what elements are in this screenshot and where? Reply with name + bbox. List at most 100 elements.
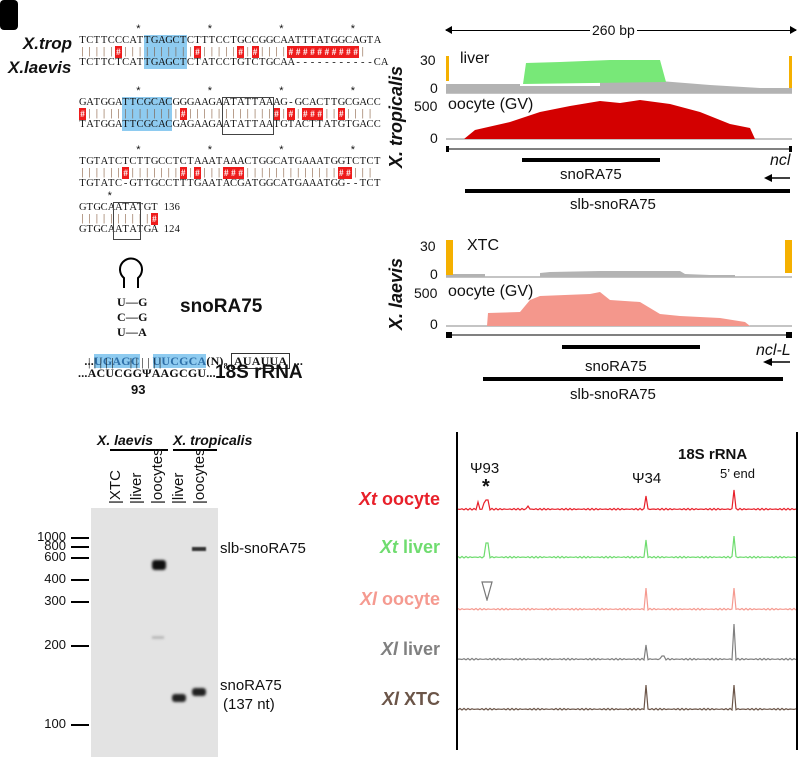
guide-left: UGAGC [94, 354, 140, 368]
alignment-star: * [207, 144, 212, 156]
alignment-match-row: | | | | | | # | | | | | | | # | # | | | # # # | | | | | | | | | | | | | # # | |… [81, 167, 372, 179]
marker-label: 400 [44, 571, 66, 586]
open-triangle-marker [481, 581, 493, 601]
pe-trace [458, 684, 796, 712]
marker-tick [71, 724, 89, 726]
track-ymin: 0 [430, 266, 438, 282]
track-ymax: 500 [414, 285, 438, 301]
gel-group-laevis: X. laevis [97, 432, 154, 448]
species-laevis: X. laevis [386, 257, 406, 330]
pe-trace-label: Xl XTC [381, 689, 440, 709]
track-ymin: 0 [430, 130, 438, 146]
pe-trace-label: Xt liver [379, 537, 440, 557]
asterisk: * [482, 476, 490, 498]
rrna-sequence: ...ACUCGGΨAAGCGU... [78, 366, 216, 380]
marker-tick [71, 579, 89, 581]
stem-pair: C—G [117, 310, 148, 324]
band [172, 694, 186, 702]
alignment-star: * [107, 190, 112, 202]
band-label-upper: slb-snoRA75 [220, 540, 306, 557]
marker-label: 800 [44, 538, 66, 553]
alignment-star: * [136, 144, 141, 156]
gel-lane-label: |XTC [107, 470, 124, 504]
liver-edge-bar [789, 56, 792, 88]
track-ymax: 30 [420, 52, 436, 68]
band [192, 547, 206, 551]
marker-label: 1000 [37, 529, 66, 544]
track-ymax: 500 [414, 98, 438, 114]
gel-image [91, 508, 218, 757]
marker-label: 600 [44, 549, 66, 564]
alignment-match-row: # | | | | | | | | | | | | | # | | | | | | | | | | | | # | # | # # # | | # | | |… [79, 108, 372, 120]
xtc-gray-coverage [446, 271, 735, 277]
xtc-edge-bar [785, 240, 792, 273]
gel-lane-label: |oocytes [149, 448, 166, 504]
marker-tick [71, 601, 89, 603]
gene-label: ncl [770, 152, 791, 169]
stem-pair: U—A [117, 325, 147, 339]
marker-tick [71, 537, 89, 539]
band-label-lower-sub: (137 nt) [223, 696, 275, 713]
pe-trace [458, 489, 796, 511]
group-underline [173, 449, 217, 451]
track-ymin: 0 [430, 80, 438, 96]
band [192, 688, 206, 696]
axis-left [456, 432, 458, 750]
track-label-xtc: XTC [467, 237, 499, 254]
scale-label: 260 bp [590, 22, 637, 38]
axis-right [796, 432, 798, 750]
alignment-star: * [350, 144, 355, 156]
marker-tick [71, 546, 89, 548]
alignment-star: * [207, 23, 212, 35]
alignment-match-row: | | | | | # | | | | | | | | | | # | | | | | # | # | | | | # # # # # # # # # # | [81, 46, 365, 58]
marker-label: 300 [44, 593, 66, 608]
track-label-oocyte: oocyte (GV) [448, 283, 534, 300]
band [152, 560, 166, 570]
gel-lane-label: |oocytes [191, 448, 208, 504]
marker-label: 100 [44, 716, 66, 731]
alignment-match-row: | | | | | | | | | | # [81, 213, 159, 225]
rrna-label: 18S rRNA [215, 362, 303, 383]
alignment-star: * [279, 144, 284, 156]
marker-tick [71, 645, 89, 647]
pairing-lines: | | | | | | | | | | | [88, 355, 162, 369]
track-label-liver: liver [460, 50, 490, 67]
slb-snora75-bar [483, 377, 783, 381]
snorna-label: snoRA75 [180, 296, 263, 317]
alignment-star: * [350, 23, 355, 35]
coverage-tracks [446, 56, 792, 381]
gel-group-tropicalis: X. tropicalis [173, 432, 253, 448]
pe-trace-label: Xt oocyte [358, 489, 440, 509]
aca-box-outline [113, 202, 142, 240]
peak-label-5end: 5’ end [720, 466, 755, 481]
feature-label: snoRA75 [560, 166, 622, 183]
slb-snora75-bar [465, 189, 790, 193]
stem-loop-diagram [119, 257, 143, 288]
snora75-bar [522, 158, 660, 162]
track-label-oocyte: oocyte (GV) [448, 96, 534, 113]
species-label-top: X.trop [22, 34, 72, 53]
peak-label-psi34: Ψ34 [632, 470, 662, 487]
direction-arrowhead [763, 358, 772, 366]
track-ymax: 30 [420, 238, 436, 254]
pe-trace [458, 623, 796, 662]
band [152, 636, 164, 639]
alignment-star: * [279, 23, 284, 35]
pe-trace [458, 587, 796, 612]
liver-gray-coverage [446, 80, 792, 93]
alignment-star: * [350, 85, 355, 97]
snora75-bar [562, 345, 700, 349]
scale-arrow-left [445, 26, 452, 34]
pe-traces [458, 489, 796, 712]
pe-title: 18S rRNA [678, 446, 748, 463]
aca-box: AUAUUA [231, 353, 291, 369]
alignment-star: * [279, 85, 284, 97]
